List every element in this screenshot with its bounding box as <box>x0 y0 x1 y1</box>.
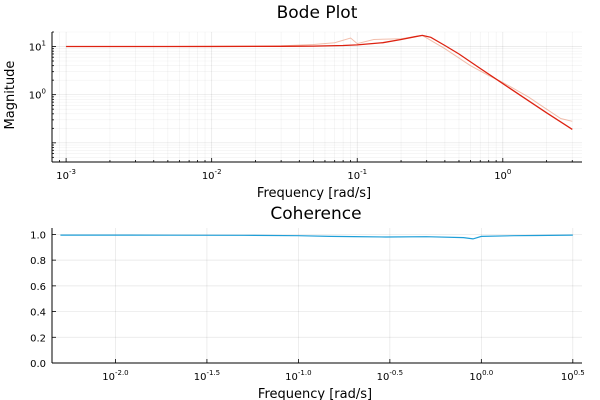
coherence-series-line <box>60 234 573 240</box>
coherence-y-tick-label: 0.0 <box>30 359 46 370</box>
bode-tick-labels: 10-3 10-2 10-1 100 101 100 <box>29 39 512 182</box>
bode-model-series-line <box>66 34 573 130</box>
bode-x-tick-label: 10-3 <box>56 168 76 182</box>
bode-y-axis-label: Magnitude <box>3 61 18 130</box>
coherence-y-tick-label: 0.4 <box>30 308 46 319</box>
bode-plot-panel: Bode Plot Frequency [rad/s] Magnitude 10… <box>3 3 582 201</box>
coherence-tick-labels: 10-2.0 10-1.5 10-1.0 10-0.5 100.0 100.5 0.0 0.2… <box>30 230 585 383</box>
coherence-y-tick-label: 0.2 <box>30 333 46 344</box>
coherence-y-tick-label: 0.8 <box>30 256 46 267</box>
coherence-x-tick-label: 100.0 <box>469 369 493 383</box>
bode-axes <box>51 31 582 163</box>
coherence-grid <box>52 228 582 364</box>
coherence-y-tick-label: 0.6 <box>30 282 46 293</box>
bode-grid <box>51 31 582 163</box>
coherence-x-tick-label: 10-1.0 <box>285 369 311 383</box>
coherence-x-tick-label: 10-0.5 <box>377 369 403 383</box>
bode-plot-title: Bode Plot <box>277 3 358 23</box>
bode-series <box>66 34 573 130</box>
bode-x-tick-label: 10-2 <box>202 168 222 182</box>
coherence-panel: Coherence Frequency [rad/s] 10-2.0 10-1.5… <box>30 204 585 400</box>
bode-x-tick-label: 10-1 <box>347 168 367 182</box>
coherence-series <box>60 234 573 240</box>
bode-x-axis-label: Frequency [rad/s] <box>257 186 371 201</box>
coherence-y-tick-label: 1.0 <box>30 230 46 241</box>
bode-x-tick-label: 100 <box>494 168 511 182</box>
coherence-x-tick-label: 10-2.0 <box>102 369 128 383</box>
bode-y-tick-label: 101 <box>29 39 46 53</box>
coherence-axes <box>51 228 582 364</box>
coherence-x-axis-label: Frequency [rad/s] <box>258 387 372 400</box>
bode-y-tick-label: 100 <box>29 88 46 102</box>
coherence-title: Coherence <box>270 204 361 224</box>
coherence-x-tick-label: 10-1.5 <box>194 369 220 383</box>
coherence-x-tick-label: 100.5 <box>561 369 585 383</box>
